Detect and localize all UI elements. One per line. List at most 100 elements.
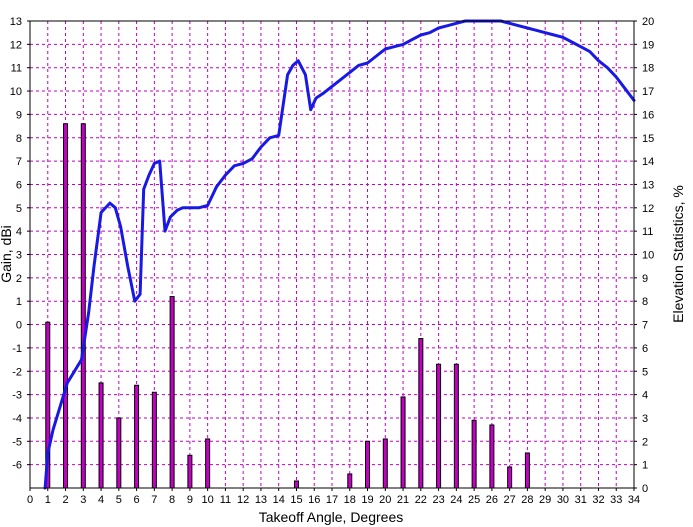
right-tick-label: 7	[642, 320, 648, 332]
x-tick-label: 11	[220, 494, 231, 506]
right-axis-title: Elevation Statistics, %	[670, 185, 686, 323]
elevation-bar	[347, 473, 353, 489]
right-tick-label: 8	[642, 296, 648, 308]
left-tick-label: 2	[16, 273, 22, 285]
left-tick-label: 12	[10, 39, 22, 51]
x-tick-label: 31	[575, 494, 587, 506]
left-tick-label: 7	[16, 156, 22, 168]
elevation-bar	[471, 419, 477, 489]
right-tick-label: 14	[642, 156, 654, 168]
elevation-bar	[151, 391, 157, 489]
x-tick-label: 2	[62, 494, 68, 506]
x-tick-label: 10	[202, 494, 214, 506]
left-tick-label: 0	[16, 320, 22, 332]
right-tick-label: 20	[642, 16, 654, 28]
x-tick-label: 17	[326, 494, 338, 506]
x-tick-label: 28	[521, 494, 533, 506]
elevation-bar	[293, 480, 299, 489]
elevation-bar	[382, 438, 388, 489]
x-tick-label: 7	[151, 494, 157, 506]
elevation-bar	[98, 382, 104, 489]
right-tick-label: 13	[642, 179, 654, 191]
right-tick-label: 6	[642, 343, 648, 355]
gain-line	[43, 19, 636, 490]
left-tick-label: 1	[16, 296, 22, 308]
x-tick-label: 24	[450, 494, 462, 506]
x-axis-ticks: 0 1 2 3 4 5 6 7 8 9 10 11 12 13 14 15 16 17 18 19 20 21 22 23 24…	[27, 488, 640, 506]
x-tick-label: 13	[255, 494, 267, 506]
elevation-bar	[524, 452, 530, 489]
elevation-bar	[507, 466, 513, 489]
elevation-bar	[205, 438, 211, 489]
x-tick-label: 27	[504, 494, 516, 506]
x-tick-label: 15	[290, 494, 302, 506]
x-tick-label: 34	[628, 494, 640, 506]
x-tick-label: 33	[610, 494, 622, 506]
right-tick-label: 15	[642, 133, 654, 145]
right-tick-label: 19	[642, 39, 654, 51]
elevation-bar	[418, 338, 424, 489]
right-tick-label: 2	[642, 436, 648, 448]
x-tick-label: 20	[379, 494, 391, 506]
x-tick-label: 32	[592, 494, 604, 506]
elevation-bar	[134, 384, 140, 489]
x-tick-label: 16	[308, 494, 320, 506]
elevation-bar	[400, 396, 406, 489]
x-tick-label: 8	[169, 494, 175, 506]
x-tick-label: 18	[344, 494, 356, 506]
x-tick-label: 0	[27, 494, 33, 506]
right-tick-label: 5	[642, 366, 648, 378]
elevation-bar	[116, 417, 122, 489]
left-tick-label: 10	[10, 86, 22, 98]
x-tick-label: 3	[80, 494, 86, 506]
elevation-bar	[63, 123, 69, 489]
elevation-bar	[187, 454, 193, 489]
left-tick-label: -3	[12, 390, 22, 402]
right-tick-label: 10	[642, 250, 654, 262]
x-tick-label: 1	[45, 494, 51, 506]
left-tick-label: -6	[12, 460, 22, 472]
x-tick-label: 14	[273, 494, 285, 506]
x-tick-label: 12	[237, 494, 249, 506]
elevation-bar	[80, 123, 86, 489]
right-tick-label: 0	[642, 483, 648, 495]
left-tick-label: 5	[16, 203, 22, 215]
x-tick-label: 6	[134, 494, 140, 506]
right-tick-label: 17	[642, 86, 654, 98]
elevation-bar	[489, 424, 495, 489]
left-tick-label: -5	[12, 436, 22, 448]
left-axis-title: Gain, dBi	[0, 225, 14, 283]
elevation-bar	[365, 440, 371, 489]
x-tick-label: 4	[98, 494, 104, 506]
right-tick-label: 1	[642, 460, 648, 472]
x-tick-label: 9	[187, 494, 193, 506]
left-tick-label: -1	[12, 343, 22, 355]
left-tick-label: -2	[12, 366, 22, 378]
x-tick-label: 25	[468, 494, 480, 506]
x-tick-label: 19	[361, 494, 373, 506]
elevation-bar	[436, 363, 442, 489]
right-tick-label: 16	[642, 109, 654, 121]
right-tick-label: 4	[642, 390, 648, 402]
x-tick-label: 22	[415, 494, 427, 506]
left-tick-label: 8	[16, 133, 22, 145]
left-tick-label: 3	[16, 250, 22, 262]
grid	[30, 21, 634, 488]
elevation-bar	[453, 363, 459, 489]
x-tick-label: 30	[557, 494, 569, 506]
x-tick-label: 21	[397, 494, 409, 506]
right-tick-label: 9	[642, 273, 648, 285]
left-tick-label: 13	[10, 16, 22, 28]
x-axis-title: Takeoff Angle, Degrees	[259, 509, 404, 525]
right-tick-label: 3	[642, 413, 648, 425]
left-tick-label: 11	[11, 63, 22, 75]
left-tick-label: 6	[16, 179, 22, 191]
elevation-bar	[169, 296, 175, 489]
x-tick-label: 26	[486, 494, 498, 506]
x-tick-label: 23	[432, 494, 444, 506]
x-tick-label: 5	[116, 494, 122, 506]
left-tick-label: 9	[16, 109, 22, 121]
